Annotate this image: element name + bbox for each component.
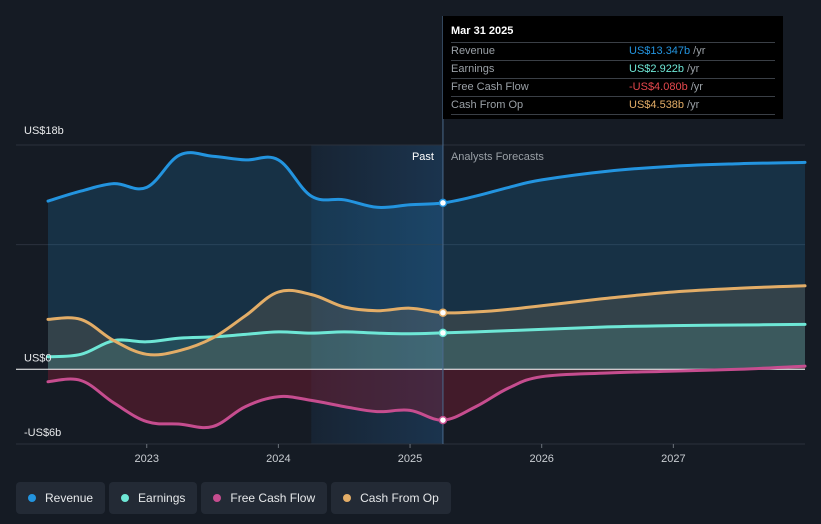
legend-label: Earnings xyxy=(138,491,186,505)
legend-label: Revenue xyxy=(45,491,94,505)
tooltip-row-revenue: Revenue US$13.347b /yr xyxy=(451,43,775,61)
tooltip-label: Earnings xyxy=(451,63,495,75)
dot-icon xyxy=(213,494,222,502)
free-cash-flow-area xyxy=(48,366,805,428)
tooltip-unit: /yr xyxy=(687,99,700,111)
forecast-label: Analysts Forecasts xyxy=(451,151,544,163)
tooltip-value: -US$4.080b xyxy=(629,81,688,93)
tooltip-unit: /yr xyxy=(690,81,703,93)
tooltip-label: Free Cash Flow xyxy=(451,81,529,93)
legend-label: Free Cash Flow xyxy=(230,491,316,505)
tooltip-unit: /yr xyxy=(687,63,700,75)
cash-from-op-line xyxy=(46,284,807,357)
x-tick-label: 2023 xyxy=(134,453,158,465)
x-tick-label: 2025 xyxy=(398,453,422,465)
legend-label: Cash From Op xyxy=(360,491,439,505)
tooltip-value: US$13.347b xyxy=(629,45,691,57)
past-shade-band xyxy=(311,145,443,444)
tooltip-unit: /yr xyxy=(693,45,706,57)
x-tick-label: 2027 xyxy=(661,453,685,465)
legend-item-earnings[interactable]: Earnings xyxy=(109,482,198,514)
revenue-marker xyxy=(438,198,448,208)
dot-icon xyxy=(343,494,352,502)
tooltip-row-free-cash-flow: Free Cash Flow -US$4.080b /yr xyxy=(451,79,775,97)
tooltip-label: Revenue xyxy=(451,45,496,57)
dot-icon xyxy=(121,494,130,502)
x-tick-label: 2024 xyxy=(266,453,290,465)
earnings-line xyxy=(46,322,807,359)
tooltip-title: Mar 31 2025 xyxy=(451,24,775,43)
x-tick-label: 2026 xyxy=(529,453,553,465)
legend-item-free-cash-flow[interactable]: Free Cash Flow xyxy=(201,482,328,514)
tooltip-row-earnings: Earnings US$2.922b /yr xyxy=(451,61,775,79)
cash-from-op-marker xyxy=(438,308,448,317)
revenue-area xyxy=(48,152,805,370)
legend-item-revenue[interactable]: Revenue xyxy=(16,482,106,514)
tooltip-label: Cash From Op xyxy=(451,99,524,111)
free-cash-flow-marker xyxy=(438,415,448,425)
revenue-line xyxy=(46,151,807,209)
tooltip-value: US$4.538b xyxy=(629,99,685,111)
legend-item-cash-from-op[interactable]: Cash From Op xyxy=(331,482,451,514)
legend: Revenue Earnings Free Cash Flow Cash Fro… xyxy=(16,482,451,514)
tooltip-value: US$2.922b xyxy=(629,63,685,75)
earnings-marker xyxy=(438,328,448,338)
tooltip-row-cash-from-op: Cash From Op US$4.538b /yr xyxy=(451,97,775,115)
y-tick-label: US$18b xyxy=(24,125,64,137)
y-tick-label: US$0 xyxy=(24,352,52,364)
cash-from-op-area xyxy=(48,285,805,370)
tooltip-panel: Mar 31 2025 Revenue US$13.347b /yr Earni… xyxy=(443,16,783,119)
dot-icon xyxy=(28,494,36,502)
past-label: Past xyxy=(412,151,434,163)
y-tick-label: -US$6b xyxy=(24,427,61,439)
free-cash-flow-line xyxy=(46,364,807,430)
